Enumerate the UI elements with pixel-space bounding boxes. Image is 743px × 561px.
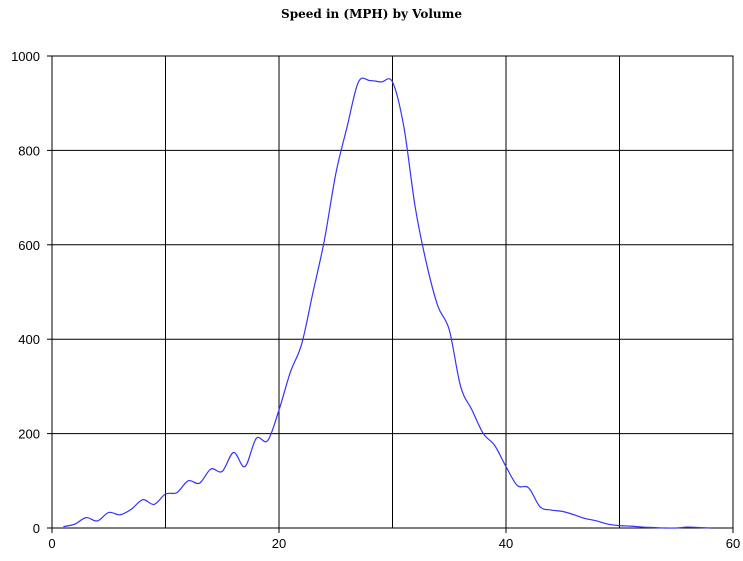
x-tick-label: 60 — [726, 536, 740, 551]
y-tick-label: 600 — [18, 238, 40, 253]
chart-title: Speed in (MPH) by Volume — [281, 7, 462, 21]
y-tick-label: 400 — [18, 332, 40, 347]
x-tick-label: 40 — [499, 536, 513, 551]
y-tick-label: 800 — [18, 143, 40, 158]
grid — [52, 56, 733, 528]
y-tick-label: 1000 — [11, 49, 40, 64]
x-tick-label: 0 — [48, 536, 55, 551]
y-tick-label: 0 — [33, 521, 40, 536]
y-tick-label: 200 — [18, 427, 40, 442]
series-line — [63, 77, 711, 529]
x-tick-label: 20 — [272, 536, 286, 551]
